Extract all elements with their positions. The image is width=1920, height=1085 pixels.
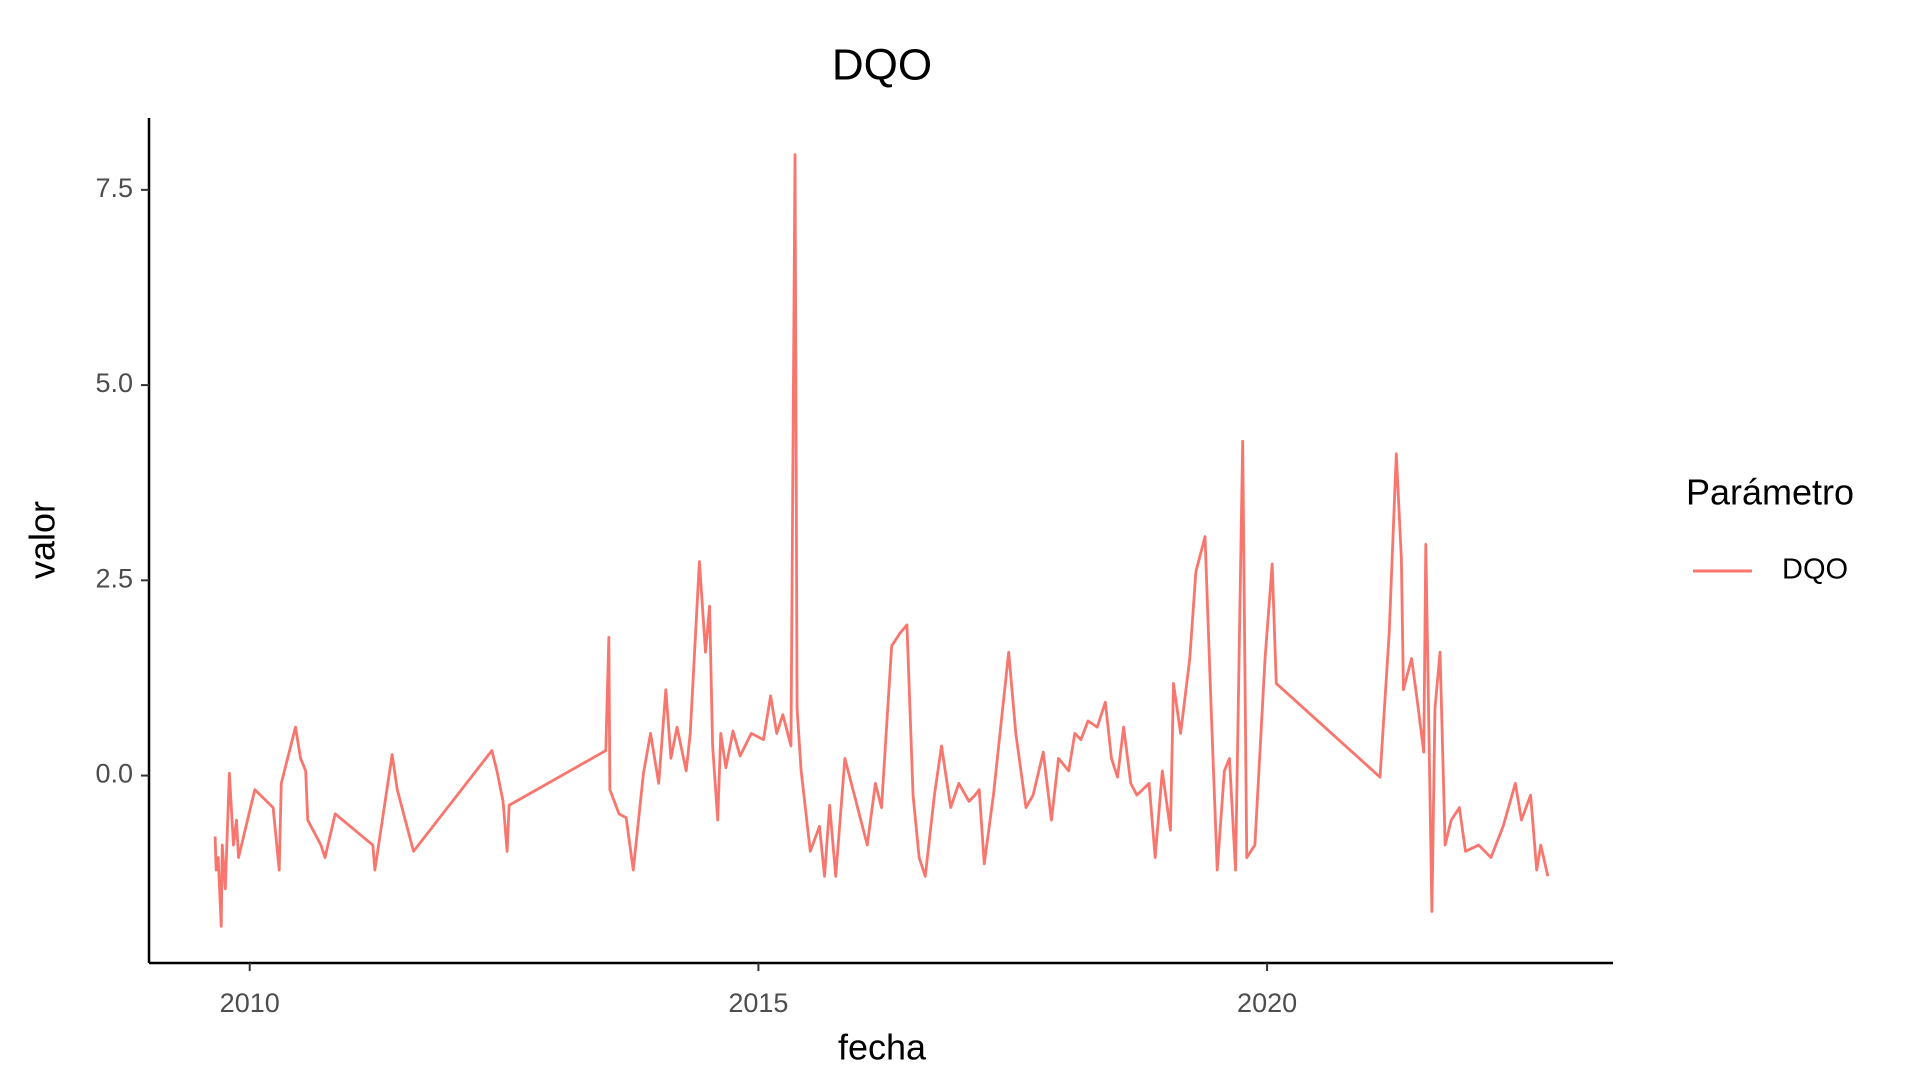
y-tick-label: 5.0 — [95, 368, 133, 398]
x-tick-label: 2010 — [220, 988, 280, 1018]
x-axis-title: fecha — [838, 1027, 927, 1068]
legend-label: DQO — [1782, 554, 1848, 586]
x-tick-label: 2020 — [1237, 988, 1297, 1018]
y-tick-label: 0.0 — [95, 759, 133, 789]
data-line — [213, 153, 1550, 928]
y-tick-label: 2.5 — [95, 563, 133, 593]
y-tick-label: 7.5 — [95, 173, 133, 203]
x-tick-label: 2015 — [728, 988, 788, 1018]
legend-title: Parámetro — [1686, 472, 1854, 513]
y-axis-title: valor — [22, 501, 63, 579]
chart-title: DQO — [832, 41, 932, 90]
